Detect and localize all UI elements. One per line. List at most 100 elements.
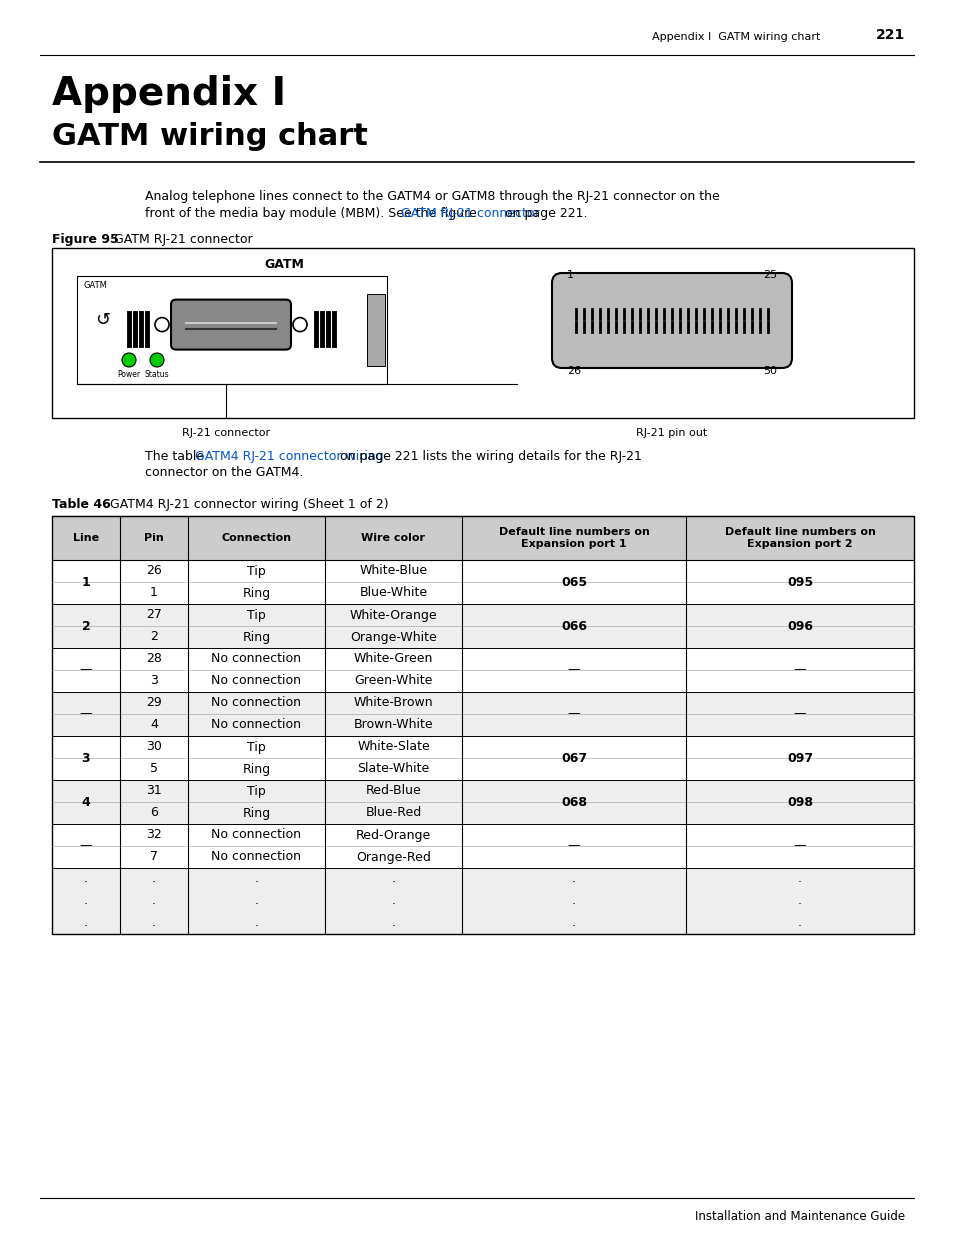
Text: on page 221.: on page 221. [501, 207, 587, 220]
Text: 26: 26 [146, 564, 162, 578]
Text: Installation and Maintenance Guide: Installation and Maintenance Guide [694, 1210, 904, 1223]
Text: Red-Blue: Red-Blue [365, 784, 421, 798]
Text: Table 46: Table 46 [52, 498, 111, 511]
Text: Line: Line [72, 534, 99, 543]
Text: 27: 27 [146, 609, 162, 621]
Text: .: . [84, 916, 88, 930]
Text: .: . [797, 916, 801, 930]
Text: 4: 4 [150, 719, 158, 731]
Text: GATM RJ-21 connector: GATM RJ-21 connector [106, 233, 253, 246]
Text: No connection: No connection [212, 719, 301, 731]
Bar [367, 294, 385, 366]
Text: 095: 095 [786, 576, 812, 589]
Text: Slate-White: Slate-White [357, 762, 429, 776]
Text: Appendix I  GATM wiring chart: Appendix I GATM wiring chart [651, 32, 820, 42]
Text: Power: Power [117, 370, 140, 379]
Text: .: . [254, 916, 258, 930]
Text: —: — [80, 708, 92, 720]
Text: —: — [567, 840, 579, 852]
Text: Ring: Ring [242, 762, 271, 776]
Text: on page 221 lists the wiring details for the RJ-21: on page 221 lists the wiring details for… [335, 450, 641, 463]
Text: 065: 065 [560, 576, 586, 589]
Bar [120, 516, 188, 559]
Text: GATM: GATM [83, 282, 107, 290]
Bar [52, 692, 913, 736]
Bar [52, 516, 120, 559]
Text: 28: 28 [146, 652, 162, 666]
Text: 3: 3 [82, 752, 91, 764]
Text: Blue-White: Blue-White [359, 587, 427, 599]
Text: .: . [152, 872, 156, 885]
Text: .: . [391, 872, 395, 885]
Text: —: — [567, 708, 579, 720]
Text: 067: 067 [560, 752, 586, 764]
Text: GATM: GATM [265, 258, 304, 270]
Text: Orange-White: Orange-White [350, 631, 436, 643]
Text: 066: 066 [560, 620, 586, 632]
Text: 221: 221 [875, 28, 904, 42]
Text: ↺: ↺ [95, 310, 110, 329]
Text: White-Green: White-Green [354, 652, 433, 666]
Text: 31: 31 [146, 784, 162, 798]
Text: Connection: Connection [221, 534, 292, 543]
Text: GATM RJ-21 connector: GATM RJ-21 connector [400, 207, 539, 220]
Text: White-Orange: White-Orange [350, 609, 436, 621]
Bar [52, 648, 913, 692]
Text: Analog telephone lines connect to the GATM4 or GATM8 through the RJ-21 connector: Analog telephone lines connect to the GA… [145, 190, 719, 203]
Text: Red-Orange: Red-Orange [355, 829, 431, 841]
Text: .: . [572, 894, 576, 908]
Circle shape [154, 317, 169, 332]
Text: No connection: No connection [212, 674, 301, 688]
Text: .: . [391, 894, 395, 908]
Text: Brown-White: Brown-White [354, 719, 433, 731]
Text: 097: 097 [786, 752, 812, 764]
Text: —: — [793, 663, 805, 677]
Text: No connection: No connection [212, 829, 301, 841]
Circle shape [122, 353, 136, 367]
Text: 3: 3 [150, 674, 158, 688]
Text: 068: 068 [560, 795, 586, 809]
Text: GATM4 RJ-21 connector wiring: GATM4 RJ-21 connector wiring [195, 450, 383, 463]
Text: 1: 1 [566, 270, 574, 280]
Text: 25: 25 [762, 270, 776, 280]
Text: 2: 2 [150, 631, 158, 643]
Bar [52, 781, 913, 824]
Bar [52, 248, 913, 417]
Text: 7: 7 [150, 851, 158, 863]
Text: —: — [80, 663, 92, 677]
Text: White-Blue: White-Blue [359, 564, 427, 578]
Bar [325, 516, 461, 559]
Text: 096: 096 [786, 620, 812, 632]
Text: No connection: No connection [212, 851, 301, 863]
Text: 6: 6 [150, 806, 158, 820]
Text: .: . [152, 916, 156, 930]
Text: .: . [254, 894, 258, 908]
Bar [188, 516, 325, 559]
Text: Status: Status [145, 370, 169, 379]
Circle shape [150, 353, 164, 367]
Text: 1: 1 [150, 587, 158, 599]
Bar [461, 516, 685, 559]
Text: 29: 29 [146, 697, 162, 709]
Text: 4: 4 [82, 795, 91, 809]
Text: connector on the GATM4.: connector on the GATM4. [145, 466, 303, 479]
Bar [77, 275, 387, 384]
Text: GATM4 RJ-21 connector wiring (Sheet 1 of 2): GATM4 RJ-21 connector wiring (Sheet 1 of… [102, 498, 389, 511]
Text: .: . [797, 872, 801, 885]
FancyBboxPatch shape [552, 273, 791, 368]
Text: Default line numbers on
Expansion port 2: Default line numbers on Expansion port 2 [723, 527, 875, 550]
Text: .: . [797, 894, 801, 908]
Bar [52, 824, 913, 868]
Text: 50: 50 [762, 366, 776, 375]
Text: —: — [567, 663, 579, 677]
Text: No connection: No connection [212, 697, 301, 709]
Text: 2: 2 [82, 620, 91, 632]
Text: .: . [572, 872, 576, 885]
Text: .: . [254, 872, 258, 885]
Text: —: — [793, 840, 805, 852]
Bar [52, 559, 913, 604]
Text: Green-White: Green-White [354, 674, 433, 688]
Text: .: . [84, 894, 88, 908]
Bar [52, 516, 913, 934]
Bar [685, 516, 913, 559]
